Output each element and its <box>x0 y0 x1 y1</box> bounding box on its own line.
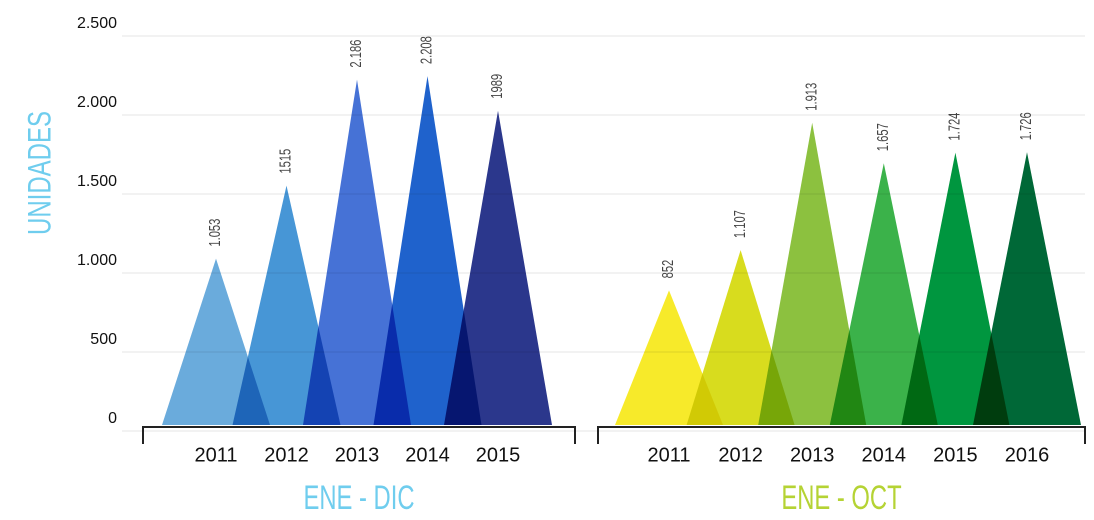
value-label: 1.053 <box>205 218 224 246</box>
x-tick-label: 2011 <box>194 444 237 466</box>
value-label: 1.726 <box>1016 112 1035 140</box>
value-label: 2.208 <box>417 36 436 64</box>
y-tick-label: 2.500 <box>77 15 117 32</box>
value-label: 1515 <box>276 148 295 173</box>
x-tick-label: 2011 <box>647 444 690 466</box>
y-tick-label: 500 <box>90 331 117 348</box>
x-axis-label: ENE - OCT <box>781 479 901 517</box>
x-tick-label: 2013 <box>335 444 380 466</box>
x-tick-label: 2014 <box>862 444 907 466</box>
y-tick-label: 1.000 <box>77 252 117 269</box>
triangle-bar <box>758 122 867 425</box>
triangle-bar <box>303 79 411 425</box>
y-tick-label: 0 <box>108 410 117 427</box>
value-label: 852 <box>658 260 677 279</box>
y-tick-label: 2.000 <box>77 94 117 111</box>
x-axis-bracket <box>142 426 576 444</box>
y-axis-label: UNIDADES <box>21 111 57 235</box>
x-axis-label: ENE - DIC <box>303 479 414 517</box>
x-tick-label: 2013 <box>790 444 835 466</box>
triangle-bar <box>901 152 1010 425</box>
x-axis-bracket <box>597 426 1086 444</box>
x-tick-label: 2015 <box>933 444 978 466</box>
y-tick-label: 1.500 <box>77 173 117 190</box>
x-tick-label: 2012 <box>264 444 309 466</box>
x-tick-label: 2016 <box>1005 444 1050 466</box>
value-label: 1.107 <box>730 210 749 238</box>
triangle-bar <box>615 290 723 425</box>
value-label: 1.913 <box>801 82 820 110</box>
triangle-bar <box>373 76 482 426</box>
triangle-bar <box>973 152 1081 426</box>
x-tick-label: 2012 <box>718 444 763 466</box>
x-tick-label: 2015 <box>476 444 521 466</box>
triangle-bar <box>444 110 552 425</box>
value-label: 1.724 <box>945 112 964 140</box>
value-label: 1.657 <box>873 123 892 151</box>
triangle-bar <box>829 163 938 425</box>
x-tick-label: 2014 <box>405 444 450 466</box>
value-label: 2.186 <box>346 39 365 67</box>
value-label: 1989 <box>487 74 506 99</box>
